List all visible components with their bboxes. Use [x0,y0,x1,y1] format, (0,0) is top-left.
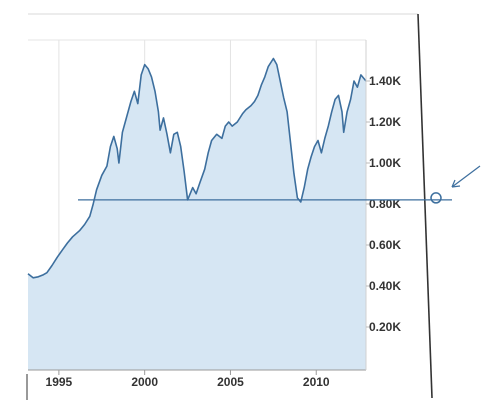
x-axis: 1995 2000 2005 2010 [28,369,366,389]
annotation-arrow-head [451,179,461,188]
y-tick-label: 1.20K [369,115,401,129]
y-axis: 1.40K 1.20K 1.00K 0.80K 0.60K 0.40K 0.20K [365,40,401,370]
frame-right-stroke [417,13,433,399]
x-tick-label: 2010 [303,375,330,389]
series-line [27,57,367,279]
x-tick-label: 2000 [131,375,158,389]
reference-marker [430,192,442,204]
annotations [26,13,481,400]
y-tick-label: 0.20K [369,320,401,334]
y-tick-label: 0.80K [369,197,401,211]
x-tick-label: 2005 [217,375,244,389]
y-tick-label: 0.60K [369,238,401,252]
series-layer [27,57,367,370]
annotation-arrow-shaft [451,165,481,188]
y-tick-label: 0.40K [369,279,401,293]
y-tick-label: 1.00K [369,156,401,170]
series-area [28,58,366,370]
x-tick-label: 1995 [46,375,73,389]
y-tick-label: 1.40K [369,74,401,88]
